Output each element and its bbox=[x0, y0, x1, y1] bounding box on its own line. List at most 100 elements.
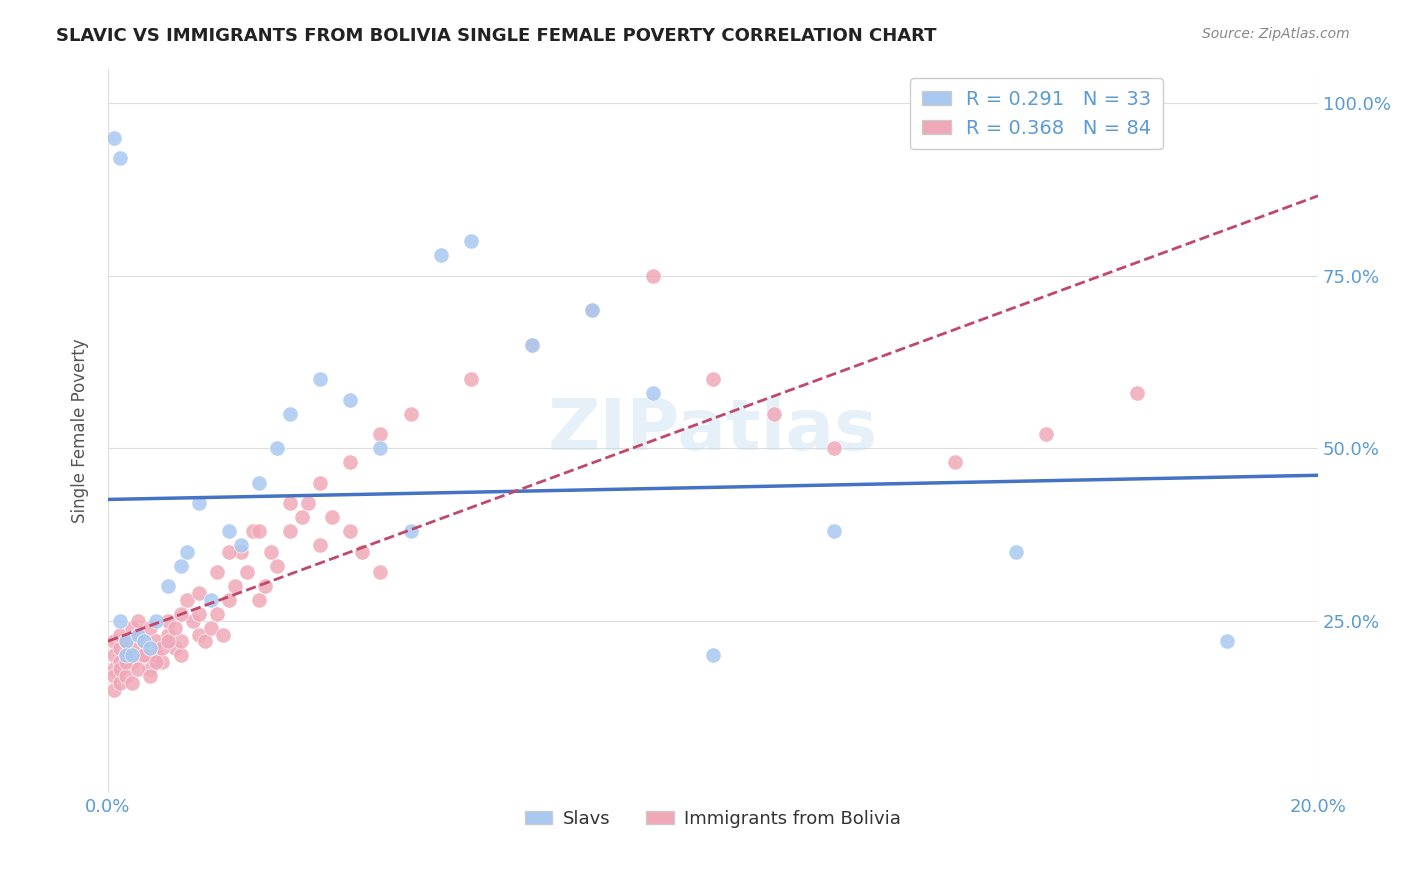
Point bbox=[108, 641, 131, 656]
Point bbox=[368, 566, 391, 580]
Point bbox=[121, 648, 143, 663]
Point bbox=[368, 441, 391, 455]
Point bbox=[254, 579, 277, 593]
Point bbox=[823, 524, 845, 538]
Legend: Slavs, Immigrants from Bolivia: Slavs, Immigrants from Bolivia bbox=[517, 803, 908, 835]
Point bbox=[247, 593, 270, 607]
Point bbox=[103, 130, 125, 145]
Point bbox=[308, 372, 330, 386]
Point bbox=[308, 475, 330, 490]
Point bbox=[399, 407, 422, 421]
Point bbox=[641, 386, 664, 401]
Point bbox=[352, 545, 374, 559]
Point bbox=[762, 407, 785, 421]
Point bbox=[823, 441, 845, 455]
Point bbox=[260, 545, 283, 559]
Point bbox=[103, 662, 125, 676]
Text: Source: ZipAtlas.com: Source: ZipAtlas.com bbox=[1202, 27, 1350, 41]
Point bbox=[218, 593, 240, 607]
Point bbox=[187, 607, 209, 621]
Point bbox=[152, 641, 174, 656]
Point bbox=[702, 372, 724, 386]
Point bbox=[205, 566, 228, 580]
Point bbox=[169, 634, 191, 648]
Y-axis label: Single Female Poverty: Single Female Poverty bbox=[72, 339, 89, 524]
Point bbox=[115, 648, 138, 663]
Point bbox=[247, 475, 270, 490]
Point bbox=[121, 655, 143, 669]
Point bbox=[103, 634, 125, 648]
Point bbox=[218, 524, 240, 538]
Point bbox=[169, 648, 191, 663]
Point bbox=[520, 337, 543, 351]
Point bbox=[321, 510, 343, 524]
Point bbox=[368, 427, 391, 442]
Point bbox=[205, 607, 228, 621]
Point bbox=[127, 614, 149, 628]
Point bbox=[108, 676, 131, 690]
Point bbox=[1125, 386, 1147, 401]
Point bbox=[103, 648, 125, 663]
Point bbox=[145, 634, 167, 648]
Point bbox=[169, 558, 191, 573]
Point bbox=[115, 648, 138, 663]
Point bbox=[115, 634, 138, 648]
Point bbox=[163, 641, 186, 656]
Point bbox=[278, 496, 301, 510]
Point bbox=[194, 634, 217, 648]
Point bbox=[134, 634, 156, 648]
Point bbox=[297, 496, 319, 510]
Text: SLAVIC VS IMMIGRANTS FROM BOLIVIA SINGLE FEMALE POVERTY CORRELATION CHART: SLAVIC VS IMMIGRANTS FROM BOLIVIA SINGLE… bbox=[56, 27, 936, 45]
Point bbox=[115, 669, 138, 683]
Point bbox=[157, 614, 180, 628]
Text: ZIPatlas: ZIPatlas bbox=[548, 396, 879, 466]
Point bbox=[278, 524, 301, 538]
Point bbox=[224, 579, 246, 593]
Point bbox=[163, 621, 186, 635]
Point bbox=[339, 455, 361, 469]
Point bbox=[581, 303, 603, 318]
Point bbox=[520, 337, 543, 351]
Point bbox=[943, 455, 966, 469]
Point bbox=[127, 627, 149, 641]
Point bbox=[145, 655, 167, 669]
Point bbox=[108, 614, 131, 628]
Point bbox=[134, 634, 156, 648]
Point bbox=[702, 648, 724, 663]
Point bbox=[139, 669, 162, 683]
Point bbox=[399, 524, 422, 538]
Point bbox=[145, 648, 167, 663]
Point bbox=[139, 641, 162, 656]
Point bbox=[176, 545, 198, 559]
Point bbox=[121, 676, 143, 690]
Point bbox=[157, 634, 180, 648]
Point bbox=[229, 545, 252, 559]
Point bbox=[429, 248, 451, 262]
Point bbox=[212, 627, 235, 641]
Point bbox=[278, 407, 301, 421]
Point bbox=[108, 151, 131, 165]
Point bbox=[139, 662, 162, 676]
Point bbox=[1035, 427, 1057, 442]
Point bbox=[108, 627, 131, 641]
Point bbox=[134, 648, 156, 663]
Point bbox=[1216, 634, 1239, 648]
Point bbox=[127, 627, 149, 641]
Point bbox=[200, 593, 222, 607]
Point bbox=[218, 545, 240, 559]
Point bbox=[266, 441, 288, 455]
Point bbox=[176, 593, 198, 607]
Point bbox=[181, 614, 204, 628]
Point bbox=[169, 607, 191, 621]
Point bbox=[291, 510, 314, 524]
Point bbox=[242, 524, 264, 538]
Point bbox=[581, 303, 603, 318]
Point bbox=[229, 538, 252, 552]
Point bbox=[108, 655, 131, 669]
Point bbox=[308, 538, 330, 552]
Point bbox=[115, 655, 138, 669]
Point bbox=[236, 566, 259, 580]
Point bbox=[1004, 545, 1026, 559]
Point bbox=[187, 496, 209, 510]
Point bbox=[115, 634, 138, 648]
